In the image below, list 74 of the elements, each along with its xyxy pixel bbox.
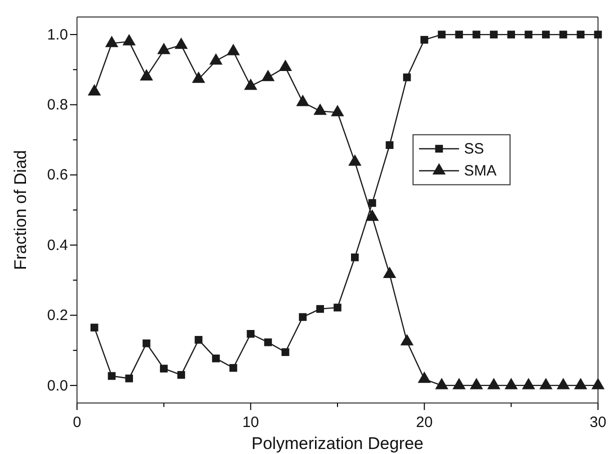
point xyxy=(125,374,133,382)
point xyxy=(298,313,307,321)
point xyxy=(350,254,359,262)
text: 0.0 xyxy=(47,377,68,394)
point xyxy=(386,141,394,149)
point xyxy=(194,336,202,344)
point xyxy=(88,84,101,96)
point xyxy=(314,103,327,115)
point xyxy=(174,37,188,49)
point xyxy=(383,266,396,278)
point xyxy=(330,104,344,116)
point xyxy=(226,44,240,56)
point xyxy=(246,330,255,338)
point xyxy=(209,53,223,65)
y-axis-title: Fraction of Diad xyxy=(11,150,30,270)
point xyxy=(282,348,290,356)
point xyxy=(524,30,532,38)
point xyxy=(142,339,150,348)
point xyxy=(400,334,414,346)
point xyxy=(556,378,570,390)
y-tick-label: 1.0 xyxy=(47,26,68,44)
point xyxy=(539,378,552,390)
point xyxy=(108,372,116,380)
point xyxy=(435,378,448,390)
point xyxy=(522,378,536,390)
point xyxy=(264,338,272,346)
point xyxy=(591,378,605,390)
y-tick-label: 0.2 xyxy=(47,307,68,324)
point xyxy=(559,30,568,38)
point xyxy=(229,364,238,372)
point xyxy=(244,78,258,90)
point xyxy=(366,209,379,221)
y-tick-label: 0.6 xyxy=(47,166,68,184)
point xyxy=(594,30,602,38)
point xyxy=(212,354,220,362)
point xyxy=(177,371,186,379)
point xyxy=(160,364,168,372)
point xyxy=(507,30,516,38)
point xyxy=(316,305,324,313)
point xyxy=(334,304,342,312)
x-tick-label: 0 xyxy=(72,414,82,431)
point xyxy=(438,30,446,38)
point xyxy=(122,34,136,46)
point xyxy=(192,72,206,83)
x-tick-label: 10 xyxy=(242,414,260,431)
point xyxy=(487,378,500,390)
point xyxy=(420,36,428,44)
point xyxy=(472,30,480,38)
point xyxy=(490,30,498,38)
x-axis-title: Polymerization Degree xyxy=(252,434,424,453)
point xyxy=(574,378,588,390)
legend-label: SS xyxy=(464,140,484,158)
point xyxy=(418,372,431,383)
point xyxy=(140,69,154,80)
x-tick-label: 30 xyxy=(590,414,606,431)
y-tick-label: 0.4 xyxy=(47,236,68,254)
point xyxy=(542,30,550,38)
point xyxy=(157,42,170,54)
y-tick-label: 0.8 xyxy=(47,96,68,114)
point xyxy=(348,154,362,166)
point xyxy=(296,94,310,106)
point xyxy=(452,378,466,390)
x-tick-label: 20 xyxy=(416,414,433,431)
point xyxy=(403,73,411,82)
legend-label: SMA xyxy=(464,162,497,180)
point xyxy=(90,324,98,332)
point xyxy=(470,378,484,390)
point xyxy=(455,30,463,38)
point xyxy=(504,378,518,390)
point xyxy=(261,70,275,82)
point xyxy=(278,60,292,71)
point xyxy=(576,30,585,38)
point xyxy=(368,199,376,207)
point xyxy=(105,36,118,48)
